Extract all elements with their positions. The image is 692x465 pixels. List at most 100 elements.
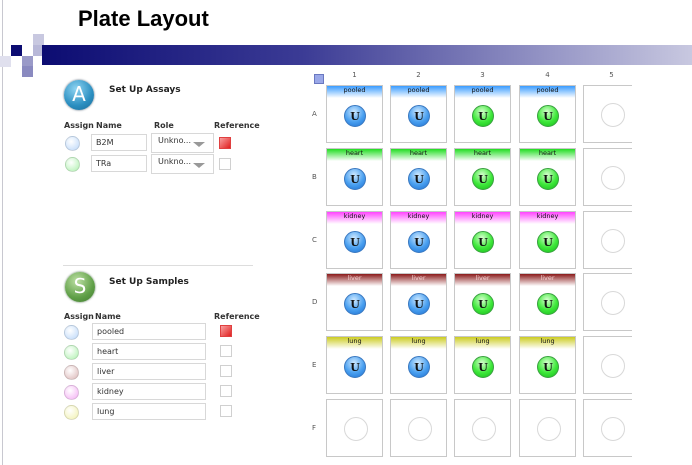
well-sample-label: lung (327, 337, 382, 349)
plate-well[interactable] (583, 336, 632, 394)
plate-well[interactable]: lung U (326, 336, 383, 394)
select-all-button[interactable] (314, 74, 324, 84)
plate-well[interactable]: liver U (519, 273, 576, 331)
plate-well[interactable]: kidney U (454, 211, 511, 269)
well-unknown-marker: U (472, 356, 494, 378)
sample-reference-checkbox[interactable] (220, 405, 232, 417)
plate-well[interactable]: heart U (326, 148, 383, 206)
well-unknown-marker: U (344, 168, 366, 190)
plate-well[interactable]: lung U (519, 336, 576, 394)
sample-name-field[interactable]: liver (92, 363, 206, 380)
assay-name-field[interactable]: TRa (91, 155, 147, 172)
well-unknown-marker: U (472, 231, 494, 253)
assays-header-assign: Assign (64, 121, 94, 130)
well-sample-label: kidney (455, 212, 510, 224)
assay-assign-dot[interactable] (65, 157, 80, 172)
sample-reference-checkbox[interactable] (220, 385, 232, 397)
assay-role-value: Unkno... (158, 157, 192, 166)
well-unknown-marker: U (344, 356, 366, 378)
empty-well-circle (344, 417, 368, 441)
plate-well[interactable]: pooled U (519, 85, 576, 143)
assays-header-reference: Reference (214, 121, 260, 130)
well-sample-label: heart (327, 149, 382, 161)
plate-well[interactable] (583, 399, 632, 457)
well-sample-label: heart (520, 149, 575, 161)
plate-well[interactable] (326, 399, 383, 457)
plate-well[interactable]: liver U (454, 273, 511, 331)
row-label[interactable]: E (312, 361, 317, 369)
well-unknown-marker: U (408, 105, 430, 127)
well-unknown-marker: U (537, 168, 559, 190)
assays-title: Set Up Assays (109, 85, 181, 95)
plate-well[interactable] (583, 211, 632, 269)
sample-name-field[interactable]: lung (92, 403, 206, 420)
chevron-down-icon (193, 163, 205, 168)
plate-well[interactable]: heart U (454, 148, 511, 206)
sample-assign-dot[interactable] (64, 325, 79, 340)
sample-assign-dot[interactable] (64, 345, 79, 360)
plate-well[interactable]: lung U (454, 336, 511, 394)
row-label[interactable]: C (312, 236, 317, 244)
well-sample-label: liver (455, 274, 510, 286)
well-sample-label: lung (455, 337, 510, 349)
plate-well[interactable]: liver U (326, 273, 383, 331)
empty-well-circle (601, 354, 625, 378)
sample-assign-dot[interactable] (64, 365, 79, 380)
page-title: Plate Layout (78, 6, 209, 31)
plate-well[interactable]: heart U (390, 148, 447, 206)
column-label[interactable]: 2 (416, 71, 421, 79)
column-label[interactable]: 5 (609, 71, 614, 79)
column-label[interactable]: 3 (480, 71, 485, 79)
well-sample-label: heart (391, 149, 446, 161)
row-label[interactable]: B (312, 173, 317, 181)
row-label[interactable]: F (312, 424, 317, 432)
column-label[interactable]: 1 (352, 71, 357, 79)
sample-assign-dot[interactable] (64, 405, 79, 420)
plate-well[interactable] (583, 148, 632, 206)
plate-well[interactable] (583, 85, 632, 143)
well-sample-label: liver (391, 274, 446, 286)
plate-well[interactable] (519, 399, 576, 457)
sample-name-field[interactable]: kidney (92, 383, 206, 400)
sample-reference-checkbox[interactable] (220, 325, 232, 337)
well-unknown-marker: U (537, 293, 559, 315)
row-label[interactable]: A (312, 110, 317, 118)
well-unknown-marker: U (472, 105, 494, 127)
assay-name-field[interactable]: B2M (91, 134, 147, 151)
plate-well[interactable] (454, 399, 511, 457)
plate-well[interactable]: kidney U (519, 211, 576, 269)
plate-well[interactable]: kidney U (326, 211, 383, 269)
plate-well[interactable]: lung U (390, 336, 447, 394)
plate-well[interactable]: heart U (519, 148, 576, 206)
sample-reference-checkbox[interactable] (220, 345, 232, 357)
well-unknown-marker: U (472, 293, 494, 315)
well-sample-label: pooled (327, 86, 382, 98)
sample-reference-checkbox[interactable] (220, 365, 232, 377)
plate-well[interactable]: liver U (390, 273, 447, 331)
sample-name-field[interactable]: heart (92, 343, 206, 360)
empty-well-circle (601, 229, 625, 253)
plate-well[interactable]: kidney U (390, 211, 447, 269)
samples-header-name: Name (95, 312, 121, 321)
column-label[interactable]: 4 (545, 71, 550, 79)
assay-reference-checkbox[interactable] (219, 158, 231, 170)
samples-header-reference: Reference (214, 312, 260, 321)
plate-well[interactable] (390, 399, 447, 457)
well-sample-label: lung (391, 337, 446, 349)
row-label[interactable]: D (312, 298, 318, 306)
plate-well[interactable]: pooled U (454, 85, 511, 143)
empty-well-circle (601, 103, 625, 127)
assay-reference-checkbox[interactable] (219, 137, 231, 149)
plate-well[interactable] (583, 273, 632, 331)
well-sample-label: heart (455, 149, 510, 161)
assay-role-dropdown[interactable]: Unkno... (151, 154, 214, 174)
assay-role-dropdown[interactable]: Unkno... (151, 133, 214, 153)
assay-assign-dot[interactable] (65, 136, 80, 151)
plate-well[interactable]: pooled U (326, 85, 383, 143)
sample-assign-dot[interactable] (64, 385, 79, 400)
samples-badge-icon: S (65, 272, 95, 302)
plate-well[interactable]: pooled U (390, 85, 447, 143)
well-sample-label: liver (520, 274, 575, 286)
sample-name-field[interactable]: pooled (92, 323, 206, 340)
